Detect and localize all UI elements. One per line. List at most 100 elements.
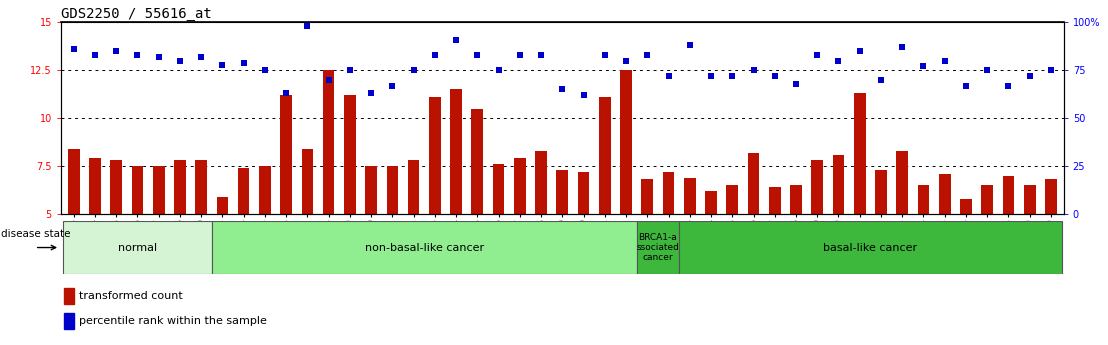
Bar (705, 191, 717, 214)
Bar (663, 172, 675, 214)
Bar (216, 197, 228, 214)
Point (787, 81, 804, 87)
Point (978, 68, 996, 73)
Bar (68, 149, 80, 214)
Bar (769, 187, 781, 214)
Point (596, 52, 614, 58)
Point (659, 73, 677, 79)
Point (277, 90, 295, 96)
Text: disease state: disease state (1, 229, 71, 239)
Point (341, 68, 359, 73)
Bar (63, 221, 212, 274)
Point (404, 68, 422, 73)
Bar (875, 170, 886, 214)
Text: non-basal-like cancer: non-basal-like cancer (365, 243, 484, 253)
Point (425, 52, 443, 58)
Bar (896, 151, 909, 214)
Bar (620, 70, 632, 214)
Point (575, 92, 593, 98)
Point (298, 23, 316, 29)
Bar (450, 89, 462, 214)
Bar (387, 166, 398, 214)
Bar (917, 185, 930, 214)
Bar (343, 95, 356, 214)
Point (617, 58, 635, 63)
Bar (556, 170, 568, 214)
Bar (280, 95, 293, 214)
Bar (408, 160, 420, 214)
Text: normal: normal (117, 243, 157, 253)
Point (957, 83, 975, 88)
Bar (790, 185, 802, 214)
Bar (637, 221, 679, 274)
Point (745, 68, 762, 73)
Bar (301, 149, 314, 214)
Point (448, 37, 465, 42)
Bar (599, 97, 611, 214)
Point (150, 54, 167, 60)
Point (511, 52, 529, 58)
Bar (174, 160, 186, 214)
Bar (748, 152, 759, 214)
Point (851, 48, 869, 54)
Bar (64, 288, 73, 304)
Bar (472, 109, 483, 214)
Bar (238, 168, 249, 214)
Text: GDS2250 / 55616_at: GDS2250 / 55616_at (61, 7, 212, 21)
Point (766, 73, 783, 79)
Point (235, 60, 253, 66)
Point (256, 68, 274, 73)
Bar (259, 166, 270, 214)
Point (171, 58, 188, 63)
Bar (832, 155, 844, 214)
Point (830, 58, 848, 63)
Bar (1024, 185, 1036, 214)
Bar (514, 158, 525, 214)
Point (362, 90, 380, 96)
Point (1020, 73, 1038, 79)
Point (490, 68, 507, 73)
Point (553, 87, 572, 92)
Text: basal-like cancer: basal-like cancer (823, 243, 917, 253)
Bar (111, 160, 122, 214)
Bar (89, 158, 101, 214)
Bar (535, 151, 547, 214)
Bar (195, 160, 207, 214)
Point (872, 77, 890, 82)
Bar (153, 166, 164, 214)
Text: transformed count: transformed count (79, 291, 183, 301)
Point (809, 52, 827, 58)
Point (193, 54, 211, 60)
Bar (1003, 176, 1014, 214)
Bar (811, 160, 823, 214)
Point (129, 52, 146, 58)
Bar (938, 174, 951, 214)
Point (893, 45, 911, 50)
Point (936, 58, 954, 63)
Bar (642, 179, 653, 214)
Bar (679, 221, 1061, 274)
Point (1042, 68, 1059, 73)
Bar (982, 185, 993, 214)
Point (681, 43, 699, 48)
Bar (577, 172, 589, 214)
Bar (212, 221, 637, 274)
Bar (493, 164, 504, 214)
Bar (961, 199, 972, 214)
Bar (366, 166, 377, 214)
Point (999, 83, 1017, 88)
Point (107, 48, 125, 54)
Point (914, 64, 932, 69)
Point (724, 73, 741, 79)
Bar (64, 313, 73, 329)
Bar (727, 185, 738, 214)
Point (638, 52, 656, 58)
Point (214, 62, 232, 67)
Bar (1045, 179, 1057, 214)
Bar (132, 166, 143, 214)
Point (320, 77, 338, 82)
Point (383, 83, 401, 88)
Text: BRCA1-a
ssociated
cancer: BRCA1-a ssociated cancer (636, 233, 679, 263)
Bar (854, 93, 865, 214)
Bar (684, 178, 696, 214)
